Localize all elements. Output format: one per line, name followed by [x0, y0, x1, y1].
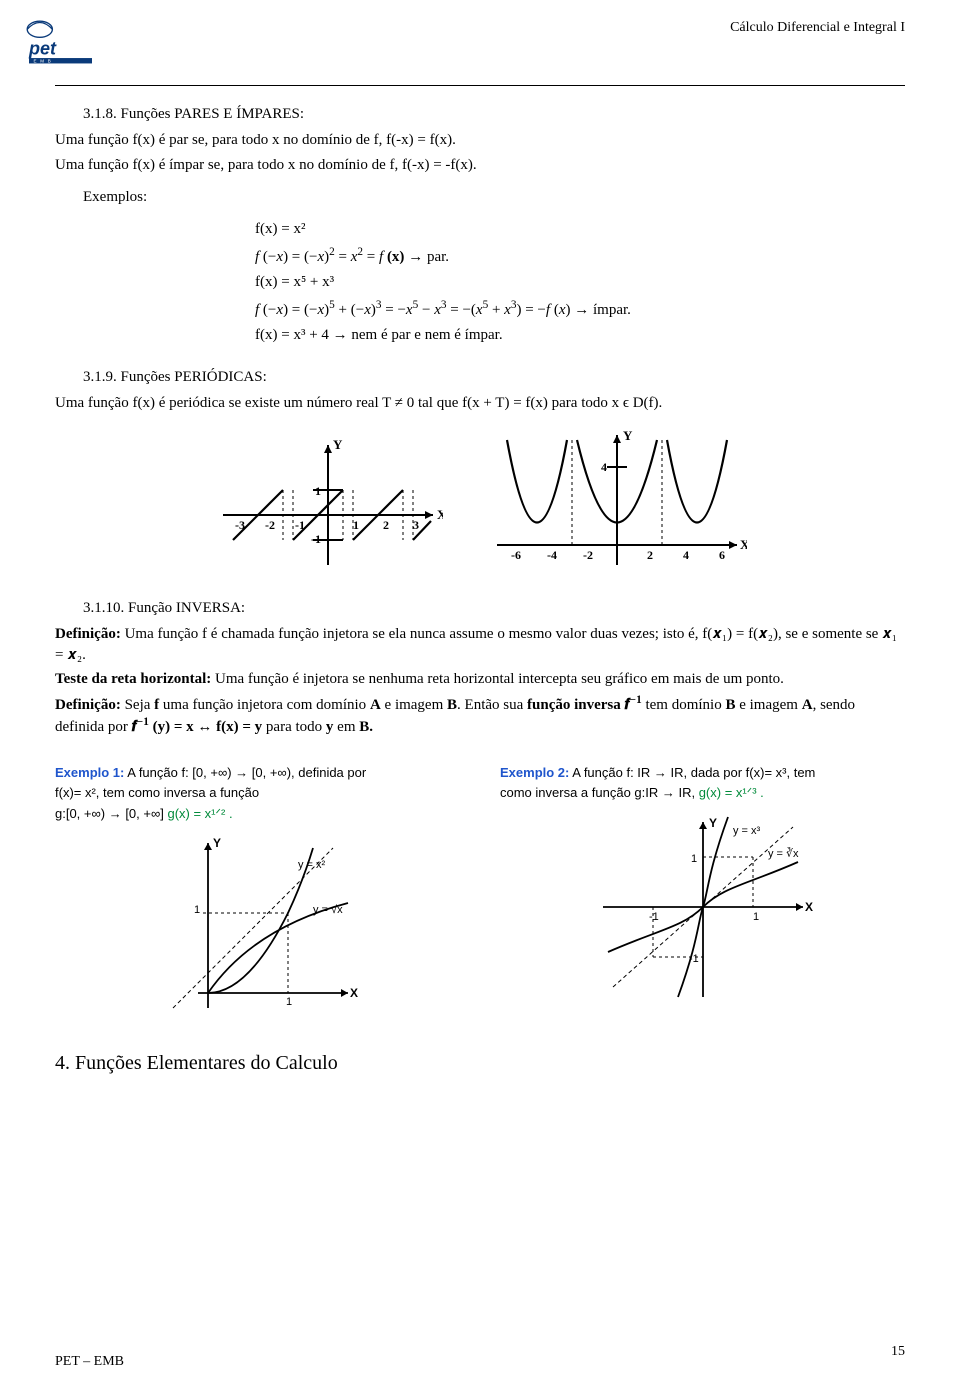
periodic-graphs: X Y -3-2-1 123 1-1 — [55, 425, 905, 580]
svg-text:-2: -2 — [265, 518, 275, 532]
svg-text:1: 1 — [753, 911, 759, 923]
sec-318-p1: Uma função f(x) é par se, para todo x no… — [55, 130, 905, 150]
sec-4-title: 4. Funções Elementares do Calculo — [55, 1050, 905, 1077]
math-l1: f(x) = x² — [255, 217, 905, 243]
svg-text:6: 6 — [719, 548, 725, 562]
sec-319-title: 3.1.9. Funções PERIÓDICAS: — [83, 367, 905, 387]
svg-text:1: 1 — [194, 904, 200, 916]
ex2-l2a: como inversa a função g:IR → IR, — [500, 785, 699, 800]
def-injetora: Definição: Uma função f é chamada função… — [55, 624, 905, 665]
ex2-graph: X Y y = x³ y = ∛x 1 1 -1 -1 — [593, 812, 813, 1002]
header-course: Cálculo Diferencial e Integral I — [730, 20, 905, 36]
math-l3: f(x) = x⁵ + x³ — [255, 270, 905, 296]
svg-text:X: X — [437, 507, 443, 522]
svg-text:E M B: E M B — [34, 59, 51, 64]
math-l4: f (−x) = (−x)5 + (−x)3 = −x5 − x3 = −(x5… — [255, 296, 905, 324]
def2-lead: Definição: — [55, 697, 121, 713]
svg-text:1: 1 — [353, 518, 359, 532]
example-1: Exemplo 1: A função f: [0, +∞) → [0, +∞)… — [55, 763, 460, 1020]
logo: pet E M B — [20, 20, 110, 70]
svg-text:y = x³: y = x³ — [733, 825, 761, 837]
svg-text:Y: Y — [333, 437, 343, 452]
graph-sawtooth: X Y -3-2-1 123 1-1 — [213, 435, 443, 575]
def2-rest: Seja f uma função injetora com domínio A… — [55, 697, 855, 735]
svg-text:-4: -4 — [547, 548, 557, 562]
def1-lead: Definição: — [55, 626, 121, 642]
svg-text:-1: -1 — [689, 953, 699, 965]
ex1-l1: A função f: [0, +∞) → [0, +∞), definida … — [124, 765, 366, 780]
svg-text:1: 1 — [691, 853, 697, 865]
sec-3110-title: 3.1.10. Função INVERSA: — [83, 598, 905, 618]
ex1-graph: X Y 1 1 y = x² y = √x — [158, 833, 358, 1013]
svg-text:2: 2 — [383, 518, 389, 532]
ex2-title: Exemplo 2: — [500, 765, 569, 780]
svg-text:y = ∛x: y = ∛x — [768, 847, 799, 860]
svg-text:Y: Y — [623, 428, 633, 443]
examples-label: Exemplos: — [83, 187, 905, 207]
sec-318-p2: Uma função f(x) é ímpar se, para todo x … — [55, 155, 905, 175]
header-divider — [55, 85, 905, 86]
test-lead: Teste da reta horizontal: — [55, 671, 211, 687]
test-rest: Uma função é injetora se nenhuma reta ho… — [211, 671, 784, 687]
svg-text:-2: -2 — [583, 548, 593, 562]
math-l5: f(x) = x³ + 4 → nem é par e nem é ímpar. — [255, 323, 905, 349]
ex1-title: Exemplo 1: — [55, 765, 124, 780]
svg-text:X: X — [805, 900, 813, 914]
svg-text:y = √x: y = √x — [313, 904, 343, 916]
svg-text:X: X — [350, 986, 358, 1000]
svg-text:pet: pet — [28, 38, 57, 58]
svg-text:Y: Y — [213, 836, 221, 850]
svg-text:3: 3 — [413, 518, 419, 532]
ex2-l2b: g(x) = x¹ᐟ³ . — [699, 785, 764, 800]
ex1-l2: f(x)= x², tem como inversa a função — [55, 783, 460, 804]
svg-text:y = x²: y = x² — [298, 859, 326, 871]
example-2: Exemplo 2: A função f: IR → IR, dada por… — [500, 763, 905, 1020]
svg-text:Y: Y — [709, 816, 717, 830]
ex2-l1: A função f: IR → IR, dada por f(x)= x³, … — [569, 765, 815, 780]
svg-text:2: 2 — [647, 548, 653, 562]
svg-text:4: 4 — [683, 548, 689, 562]
sec-318-title: 3.1.8. Funções PARES E ÍMPARES: — [83, 104, 905, 124]
def-inversa: Definição: Seja f uma função injetora co… — [55, 693, 905, 738]
def1-rest: Uma função f é chamada função injetora s… — [55, 626, 897, 662]
math-block: f(x) = x² f (−x) = (−x)2 = x2 = f (x) → … — [255, 217, 905, 349]
svg-text:-6: -6 — [511, 548, 521, 562]
footer-left: PET – EMB — [55, 1354, 124, 1370]
footer-pagenum: 15 — [891, 1344, 905, 1360]
ex1-l3a: g:[0, +∞) → [0, +∞] — [55, 806, 167, 821]
ex1-l3b: g(x) = x¹ᐟ² . — [167, 806, 232, 821]
svg-text:-1: -1 — [649, 911, 659, 923]
svg-text:X: X — [740, 537, 747, 552]
svg-text:4: 4 — [601, 460, 607, 474]
math-l2: f (−x) = (−x)2 = x2 = f (x) → par. — [255, 243, 905, 271]
graph-periodic-parabola: X Y -6 -4 -2 2 4 6 4 — [487, 425, 747, 575]
sec-319-p1: Uma função f(x) é periódica se existe um… — [55, 393, 905, 413]
svg-text:1: 1 — [286, 996, 292, 1008]
test-horizontal: Teste da reta horizontal: Uma função é i… — [55, 669, 905, 689]
